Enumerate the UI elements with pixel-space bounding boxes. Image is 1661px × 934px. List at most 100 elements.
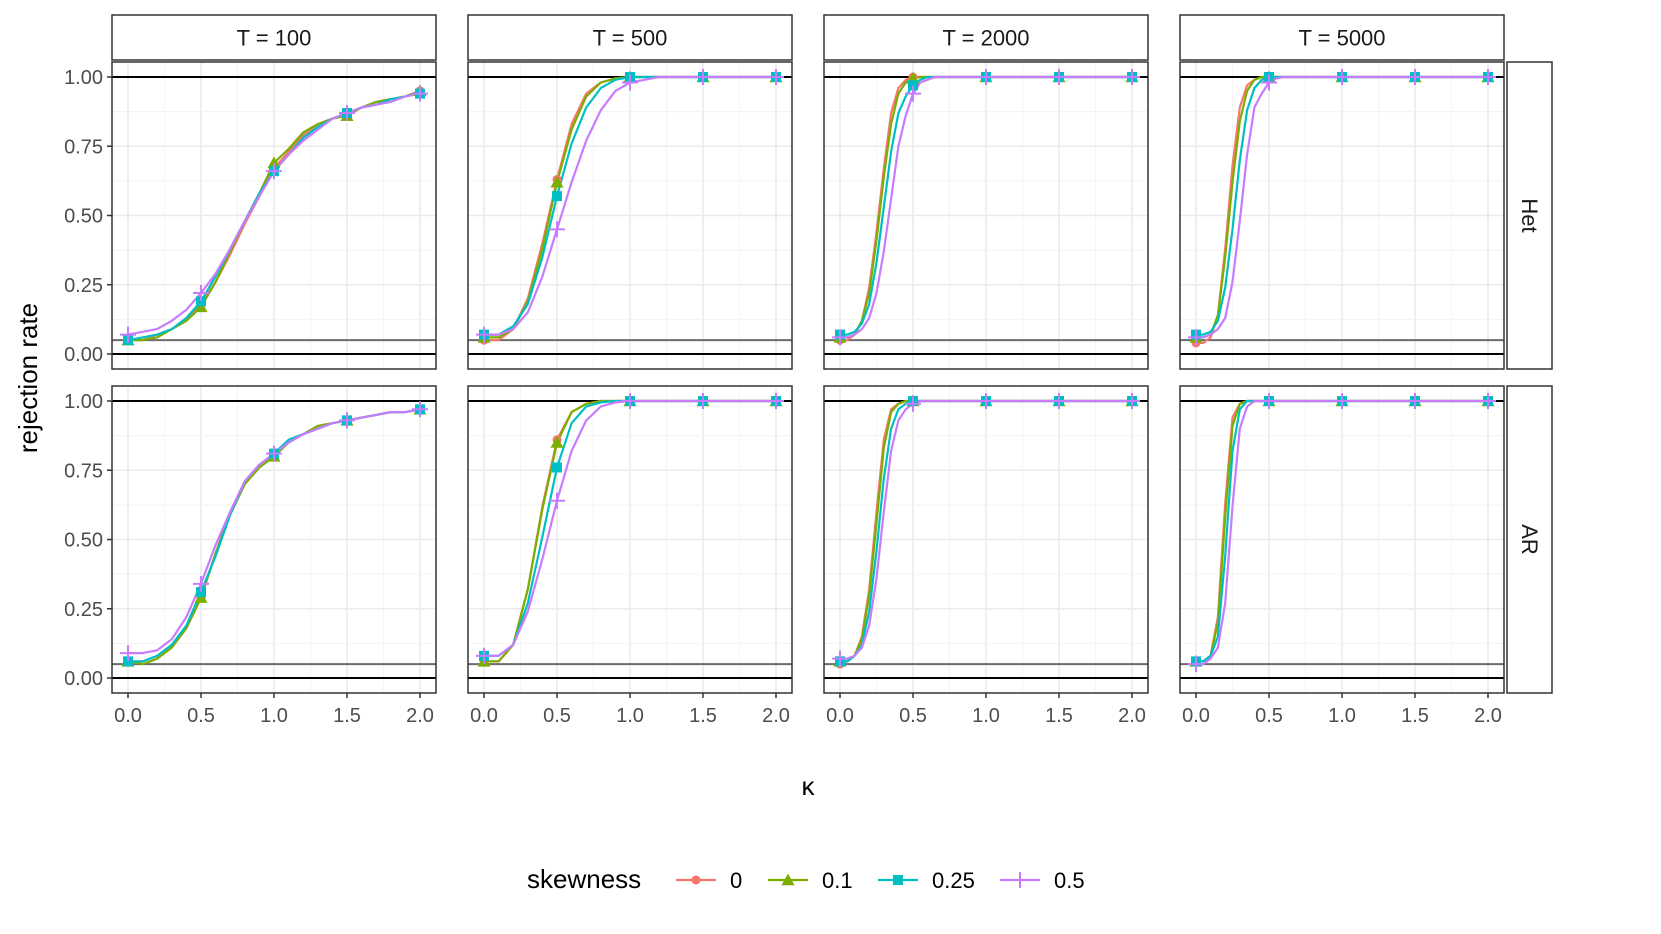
marker-skewness-0-5 xyxy=(266,445,282,462)
marker-skewness-0-5 xyxy=(266,163,282,180)
marker-skewness-0-1 xyxy=(267,156,281,169)
marker-skewness-0-5 xyxy=(1407,393,1423,409)
marker-skewness-0-25 xyxy=(552,462,562,473)
x-tick-label: 1.0 xyxy=(616,705,644,727)
strip-t-500: T = 500 xyxy=(467,14,793,61)
x-tick-label: 2.0 xyxy=(762,705,790,727)
x-tick-label: 0.5 xyxy=(543,705,571,727)
marker-skewness-0-5 xyxy=(120,645,136,662)
x-tick-label: 0.0 xyxy=(826,705,854,727)
y-tick-label: 0.50 xyxy=(64,530,103,552)
marker-skewness-0-5 xyxy=(1188,329,1204,346)
x-tick-label: 1.5 xyxy=(689,705,717,727)
strip-box xyxy=(823,14,1149,61)
strip-label: T = 2000 xyxy=(942,26,1029,51)
panel-border xyxy=(467,61,793,370)
marker-skewness-0-25 xyxy=(908,80,918,91)
legend-item-0-1: 0.1 xyxy=(768,868,853,893)
strip-box xyxy=(467,14,793,61)
panel-border xyxy=(1179,61,1505,370)
y-axis-title: rejection rate xyxy=(13,303,43,453)
y-tick-label: 1.00 xyxy=(64,67,103,89)
strip-label: T = 100 xyxy=(237,26,312,51)
panels-layer: T = 100 T = 500 T = 2000 T = 5000HetAR0.000… xyxy=(64,14,1553,727)
marker-skewness-0-5 xyxy=(476,326,492,343)
marker-skewness-0-5 xyxy=(339,412,355,429)
legend-label: 0.5 xyxy=(1054,868,1085,893)
y-tick-label: 1.00 xyxy=(64,391,103,413)
x-tick-label: 1.5 xyxy=(1045,705,1073,727)
marker-skewness-0-5 xyxy=(1261,393,1277,409)
facet-box xyxy=(1506,61,1553,370)
strip-label: T = 500 xyxy=(593,26,668,51)
marker-skewness-0-5 xyxy=(768,69,784,85)
marker-skewness-0-1 xyxy=(550,436,564,448)
y-tick-label: 0.50 xyxy=(64,206,103,228)
x-tick-label: 0.0 xyxy=(1182,705,1210,727)
strip-label: T = 5000 xyxy=(1298,26,1385,51)
panel-het-t-2000 xyxy=(823,61,1149,370)
marker-skewness-0-5 xyxy=(1334,393,1350,409)
series-line-skewness-0-5 xyxy=(840,75,1132,339)
panel-ar-t-2000: 0.0 0.5 1.0 1.5 2.0 xyxy=(823,385,1149,727)
marker-skewness-0-5 xyxy=(1480,393,1496,409)
legend-label: 0.25 xyxy=(932,868,975,893)
marker-skewness-0-5 xyxy=(832,650,848,667)
legend-label: 0 xyxy=(730,868,742,893)
marker-skewness-0-5 xyxy=(978,393,994,409)
marker-skewness-0-5 xyxy=(1334,69,1350,85)
facet-ar: AR xyxy=(1506,385,1553,694)
x-tick-label: 2.0 xyxy=(1118,705,1146,727)
strip-t-5000: T = 5000 xyxy=(1179,14,1505,61)
series-line-skewness-0-5 xyxy=(1196,399,1488,666)
x-tick-label: 2.0 xyxy=(1474,705,1502,727)
marker-skewness-0-5 xyxy=(1480,69,1496,85)
marker-skewness-0-5 xyxy=(193,575,209,592)
marker-skewness-0-5 xyxy=(905,85,921,102)
series-line-skewness-0-5 xyxy=(1196,75,1488,339)
legend: skewness 0 0.1 0.25 0.5 xyxy=(527,864,1085,894)
x-tick-label: 1.5 xyxy=(333,705,361,727)
x-tick-label: 0.0 xyxy=(470,705,498,727)
marker-skewness-0-25 xyxy=(196,296,206,307)
x-tick-label: 1.0 xyxy=(972,705,1000,727)
series-line-skewness-0-5 xyxy=(840,399,1132,660)
y-tick-label: 0.75 xyxy=(64,460,103,482)
x-tick-label: 0.5 xyxy=(1255,705,1283,727)
marker-skewness-0-5 xyxy=(549,221,565,238)
marker-skewness-0-25 xyxy=(552,191,562,202)
x-axis-title: κ xyxy=(802,771,816,801)
marker-skewness-0-5 xyxy=(1407,69,1423,85)
y-tick-label: 0.75 xyxy=(64,136,103,158)
marker-skewness-0-5 xyxy=(978,69,994,85)
marker-skewness-0-5 xyxy=(193,285,209,302)
legend-item-0-5: 0.5 xyxy=(1000,868,1085,893)
marker-skewness-0-5 xyxy=(1124,69,1140,85)
legend-label: 0.1 xyxy=(822,868,853,893)
strip-box xyxy=(1179,14,1505,61)
x-tick-label: 1.0 xyxy=(1328,705,1356,727)
marker-skewness-0-5 xyxy=(1124,393,1140,409)
panel-border xyxy=(823,61,1149,370)
marker-skewness-0-5 xyxy=(476,647,492,664)
x-tick-label: 2.0 xyxy=(406,705,434,727)
legend-item-0: 0 xyxy=(676,868,742,893)
x-tick-label: 0.0 xyxy=(114,705,142,727)
marker-skewness-0-5 xyxy=(339,105,355,122)
marker-skewness-0-25 xyxy=(196,587,206,598)
marker-skewness-0-5 xyxy=(412,401,428,418)
marker-skewness-0-5 xyxy=(1051,69,1067,85)
x-tick-label: 0.5 xyxy=(187,705,215,727)
marker-skewness-0-5 xyxy=(622,393,638,409)
marker-skewness-0-5 xyxy=(768,393,784,409)
marker-skewness-0-5 xyxy=(695,393,711,409)
marker-skewness-0-5 xyxy=(1188,656,1204,673)
marker-skewness-0-5 xyxy=(832,329,848,346)
legend-key-marker xyxy=(1012,872,1028,888)
panel-ar-t-5000: 0.0 0.5 1.0 1.5 2.0 xyxy=(1179,385,1505,727)
legend-item-0-25: 0.25 xyxy=(878,868,975,893)
facet-label: AR xyxy=(1517,524,1542,555)
x-tick-label: 1.0 xyxy=(260,705,288,727)
facet-het: Het xyxy=(1506,61,1553,370)
legend-key-marker xyxy=(691,875,701,885)
